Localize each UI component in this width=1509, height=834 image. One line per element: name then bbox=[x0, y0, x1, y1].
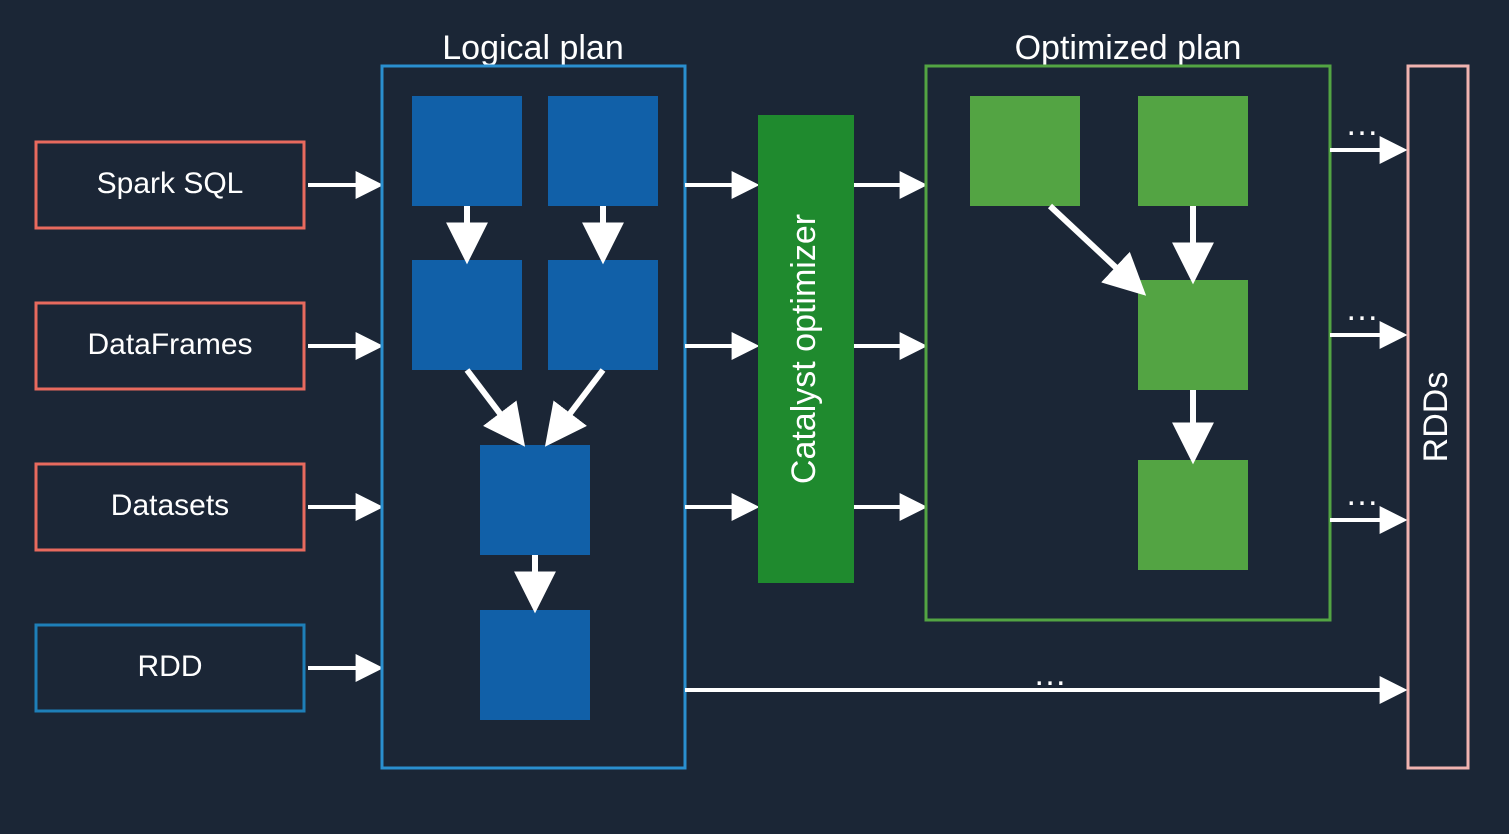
ellipsis-bypass: … bbox=[1033, 655, 1067, 693]
logical-node-l2 bbox=[548, 96, 658, 206]
optimized-plan-title: Optimized plan bbox=[1015, 29, 1242, 67]
logical-node-l5 bbox=[480, 445, 590, 555]
optimized-node-o3 bbox=[1138, 280, 1248, 390]
optimized-node-o2 bbox=[1138, 96, 1248, 206]
ellipsis-rdds-0: … bbox=[1345, 105, 1379, 143]
spark-catalyst-diagram: Spark SQL DataFrames Datasets RDD Logical pl… bbox=[0, 0, 1509, 834]
optimized-node-o1 bbox=[970, 96, 1080, 206]
ellipsis-rdds-1: … bbox=[1345, 290, 1379, 328]
logical-node-l4 bbox=[548, 260, 658, 370]
logical-node-l6 bbox=[480, 610, 590, 720]
logical-plan-title: Logical plan bbox=[442, 29, 623, 67]
optimized-node-o4 bbox=[1138, 460, 1248, 570]
rdds-label: RDDs bbox=[1417, 372, 1455, 463]
catalyst-optimizer-label: Catalyst optimizer bbox=[785, 214, 823, 484]
background bbox=[0, 0, 1509, 834]
logical-node-l3 bbox=[412, 260, 522, 370]
input-dataframes-label: DataFrames bbox=[87, 328, 252, 361]
input-rdd-label: RDD bbox=[138, 650, 203, 683]
logical-node-l1 bbox=[412, 96, 522, 206]
input-spark-sql-label: Spark SQL bbox=[97, 167, 244, 200]
input-datasets-label: Datasets bbox=[111, 489, 229, 522]
ellipsis-rdds-2: … bbox=[1345, 475, 1379, 513]
